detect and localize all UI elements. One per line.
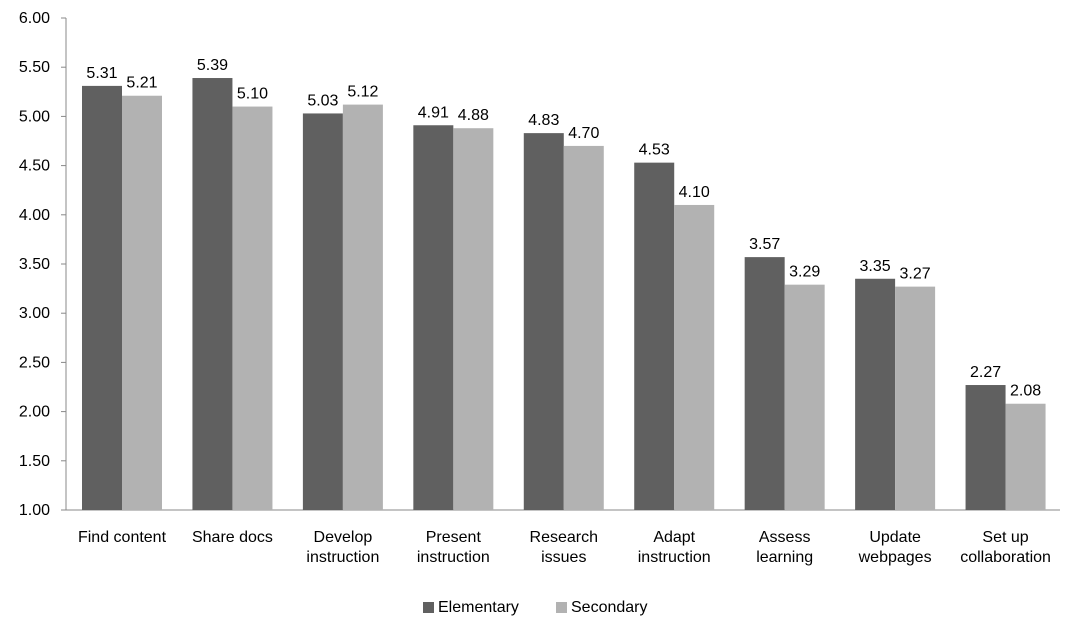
category-label: Develop instruction xyxy=(306,529,379,566)
bar-elementary xyxy=(965,385,1006,510)
data-label-secondary: 4.70 xyxy=(568,125,599,142)
data-label-secondary: 2.08 xyxy=(1010,383,1041,400)
y-tick-label: 3.00 xyxy=(19,305,50,322)
legend: Elementary Secondary xyxy=(423,599,648,616)
data-label-elementary: 5.03 xyxy=(307,92,338,109)
category-label: Adapt instruction xyxy=(638,529,711,566)
category-label: Find content xyxy=(78,529,167,546)
data-label-elementary: 3.57 xyxy=(749,236,780,253)
y-tick-label: 5.00 xyxy=(19,108,50,125)
bar-elementary xyxy=(192,78,233,511)
category-label: Set up collaboration xyxy=(960,529,1051,566)
y-tick-label: 1.00 xyxy=(19,502,50,519)
data-label-elementary: 4.53 xyxy=(639,142,670,159)
data-labels: 5.31 5.21 5.39 5.10 5.03 5.12 4.91 4.88 4.83 4.70… xyxy=(86,57,1041,400)
legend-swatch-elementary xyxy=(423,602,434,613)
y-tick-label: 1.50 xyxy=(19,453,50,470)
legend-label-secondary: Secondary xyxy=(571,599,648,616)
data-label-elementary: 4.83 xyxy=(528,112,559,129)
data-label-secondary: 3.27 xyxy=(900,266,931,283)
bar-secondary xyxy=(453,128,494,510)
bar-secondary xyxy=(232,106,273,510)
legend-label-elementary: Elementary xyxy=(438,599,519,616)
bar-secondary xyxy=(342,104,383,510)
data-label-elementary: 5.31 xyxy=(86,65,117,82)
data-label-elementary: 2.27 xyxy=(970,364,1001,381)
bar-elementary xyxy=(744,257,785,510)
bar-secondary xyxy=(674,204,715,510)
bar-secondary xyxy=(784,284,825,510)
bar-elementary xyxy=(855,278,896,510)
data-label-secondary: 5.12 xyxy=(347,84,378,101)
data-label-elementary: 5.39 xyxy=(197,57,228,74)
bars xyxy=(82,78,1046,511)
y-tick-label: 3.50 xyxy=(19,256,50,273)
legend-swatch-secondary xyxy=(556,602,567,613)
bar-elementary xyxy=(523,133,564,511)
y-tick-label: 4.50 xyxy=(19,158,50,175)
y-tick-label: 6.00 xyxy=(19,10,50,27)
category-labels: Find content Share docs Develop instruction… xyxy=(78,529,1051,566)
data-label-secondary: 5.21 xyxy=(126,75,157,92)
data-label-secondary: 3.29 xyxy=(789,264,820,281)
data-label-secondary: 5.10 xyxy=(237,86,268,103)
bar-elementary xyxy=(634,162,675,510)
bar-secondary xyxy=(1005,403,1046,510)
y-tick-label: 2.50 xyxy=(19,354,50,371)
bar-elementary xyxy=(82,85,122,511)
bar-elementary xyxy=(302,113,343,510)
bar-secondary xyxy=(122,95,162,511)
data-label-elementary: 3.35 xyxy=(860,258,891,275)
data-label-secondary: 4.88 xyxy=(458,107,489,124)
data-label-elementary: 4.91 xyxy=(418,104,449,121)
category-label: Research issues xyxy=(530,529,598,566)
data-label-secondary: 4.10 xyxy=(679,184,710,201)
axes: 1.00 1.50 2.00 2.50 3.00 3.50 4.00 4.50 5.00 5.50… xyxy=(19,10,1060,519)
y-tick-label: 2.00 xyxy=(19,404,50,421)
bar-elementary xyxy=(413,125,454,511)
category-label: Share docs xyxy=(192,529,273,546)
bar-secondary xyxy=(895,286,936,510)
category-label: Assess learning xyxy=(756,529,813,566)
y-tick-label: 4.00 xyxy=(19,207,50,224)
category-label: Update webpages xyxy=(858,529,932,566)
y-tick-label: 5.50 xyxy=(19,59,50,76)
category-label: Present instruction xyxy=(417,529,490,566)
bar-secondary xyxy=(563,145,604,511)
